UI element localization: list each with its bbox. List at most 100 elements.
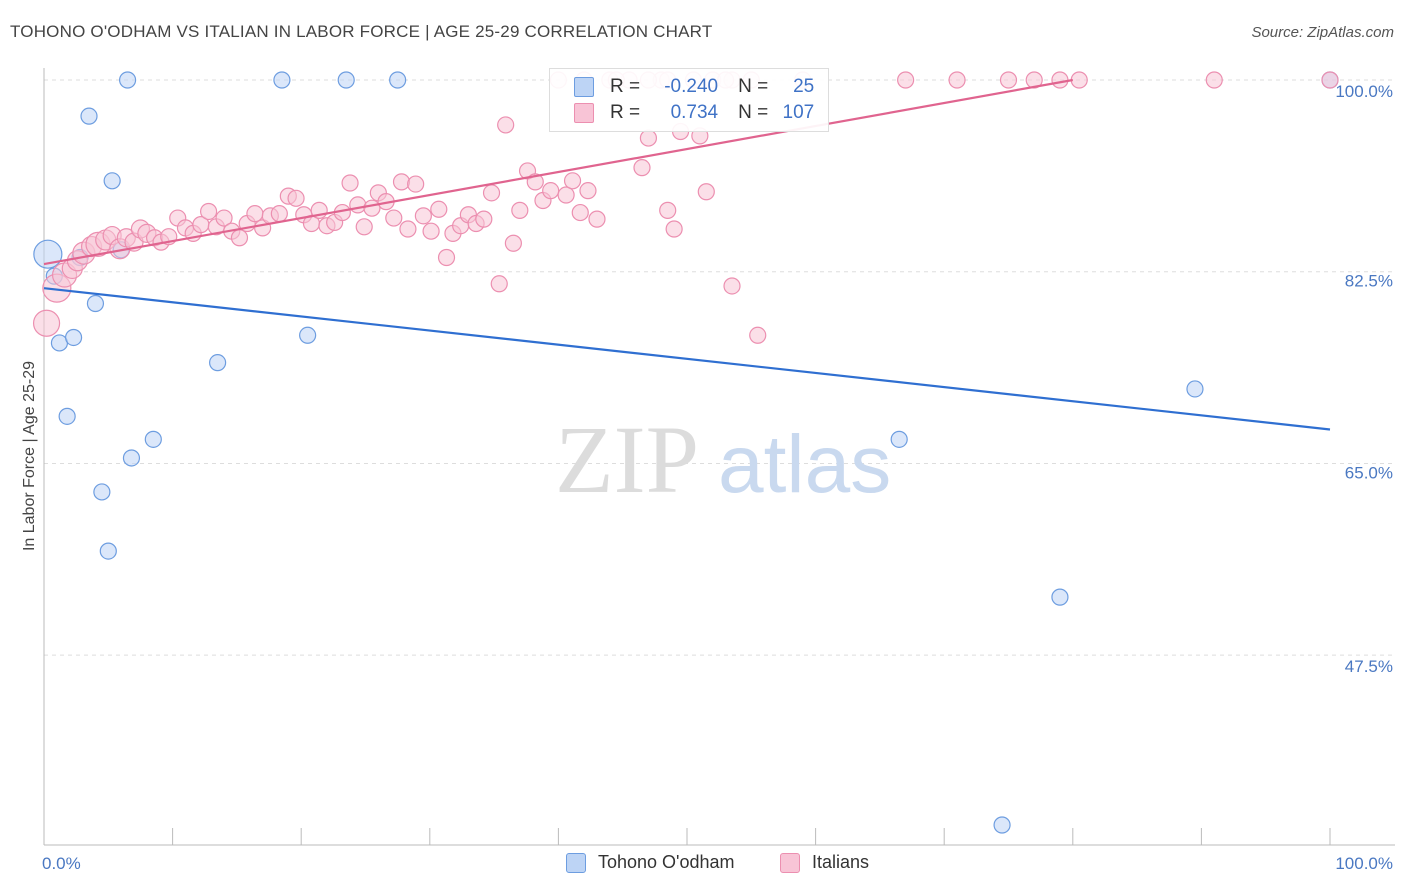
point-italians xyxy=(542,182,560,200)
points-layer xyxy=(32,71,1339,834)
y-tick-label: 82.5% xyxy=(1345,272,1393,291)
grid-lines xyxy=(44,79,1395,656)
point-italians xyxy=(482,184,501,202)
point-italians xyxy=(287,189,305,207)
point-italians xyxy=(697,183,715,201)
legend-n-label: N = xyxy=(738,102,769,123)
point-tohono xyxy=(273,71,291,89)
point-italians xyxy=(1070,71,1088,89)
point-italians xyxy=(1321,71,1339,89)
chart-title: TOHONO O'ODHAM VS ITALIAN IN LABOR FORCE… xyxy=(10,22,713,41)
point-italians xyxy=(341,174,359,192)
point-italians xyxy=(511,201,529,219)
point-italians xyxy=(948,71,966,89)
legend-n-label: N = xyxy=(738,76,769,97)
point-tohono xyxy=(890,430,908,448)
point-tohono xyxy=(1186,380,1204,398)
y-tick-label: 47.5% xyxy=(1345,657,1393,676)
point-italians xyxy=(897,71,915,89)
legend-n-value: 25 xyxy=(793,76,815,97)
legend-r-label: R = xyxy=(610,76,641,97)
point-italians xyxy=(665,220,683,238)
point-italians xyxy=(588,210,606,228)
x-tick-label: 100.0% xyxy=(1335,854,1393,873)
point-italians xyxy=(363,199,381,217)
watermark: ZIP atlas xyxy=(555,406,891,513)
point-tohono xyxy=(122,449,141,467)
legend-swatch-tohono xyxy=(574,77,594,97)
point-italians xyxy=(504,234,522,252)
point-tohono xyxy=(103,172,121,190)
legend-label-tohono: Tohono O'odham xyxy=(598,852,735,872)
legend-r-value: -0.240 xyxy=(664,76,719,97)
point-italians xyxy=(407,175,425,193)
legend-item-tohono[interactable]: Tohono O'odham xyxy=(566,852,735,873)
point-tohono xyxy=(99,542,117,560)
point-italians xyxy=(633,159,651,177)
point-tohono xyxy=(58,407,76,425)
point-italians xyxy=(659,201,677,219)
point-tohono xyxy=(80,107,98,125)
point-italians xyxy=(246,205,264,223)
point-italians xyxy=(571,203,589,222)
source-label: Source: ZipAtlas.com xyxy=(1251,24,1394,41)
point-tohono xyxy=(64,328,83,347)
watermark-atlas: atlas xyxy=(718,419,891,510)
point-italians xyxy=(639,129,658,147)
point-italians xyxy=(490,275,508,293)
legend-swatch-italians xyxy=(780,852,800,873)
trend-layer xyxy=(43,78,1331,431)
point-italians xyxy=(32,309,61,337)
legend-row-italians: R = 0.734 N = 107 xyxy=(574,100,814,126)
point-italians xyxy=(230,229,249,247)
point-italians xyxy=(355,218,373,236)
trend-line-tohono xyxy=(43,287,1331,431)
point-italians xyxy=(422,222,440,240)
series-legend: Tohono O'odham Italians xyxy=(0,852,1406,878)
point-italians xyxy=(579,182,597,200)
trend-line-italians xyxy=(43,78,1073,266)
point-italians xyxy=(437,248,456,267)
point-italians xyxy=(1205,71,1223,89)
legend-row-tohono: R = -0.240 N = 25 xyxy=(574,74,814,100)
point-italians xyxy=(557,186,575,204)
point-italians xyxy=(475,210,493,228)
stats-legend: R = -0.240 N = 25 R = 0.734 N = 107 xyxy=(549,68,829,132)
watermark-zip: ZIP xyxy=(555,406,699,513)
point-tohono xyxy=(389,71,407,89)
point-italians xyxy=(215,209,233,227)
point-tohono xyxy=(93,483,111,501)
point-italians xyxy=(200,202,218,221)
point-tohono xyxy=(86,294,105,313)
point-italians xyxy=(497,116,515,134)
point-italians xyxy=(414,207,432,225)
tick-labels: 100.0% 82.5% 65.0% 47.5% 0.0% 100.0% xyxy=(42,82,1393,873)
legend-n-value: 107 xyxy=(782,102,815,123)
legend-swatch-italians xyxy=(574,103,594,123)
point-italians xyxy=(385,209,403,227)
point-italians xyxy=(399,220,417,238)
point-tohono xyxy=(299,326,317,344)
y-tick-label: 100.0% xyxy=(1335,82,1393,101)
legend-label-italians: Italians xyxy=(812,852,870,872)
point-italians xyxy=(349,196,367,214)
point-italians xyxy=(723,277,741,295)
point-tohono xyxy=(118,71,137,89)
point-italians xyxy=(563,172,582,190)
legend-swatch-tohono xyxy=(566,852,586,873)
legend-r-value: 0.734 xyxy=(670,102,719,123)
point-italians xyxy=(999,71,1018,89)
legend-r-label: R = xyxy=(610,102,641,123)
point-tohono xyxy=(144,430,162,448)
point-italians xyxy=(1051,71,1069,89)
point-tohono xyxy=(993,816,1011,834)
legend-item-italians[interactable]: Italians xyxy=(780,852,869,873)
point-italians xyxy=(392,173,411,191)
point-italians xyxy=(430,200,448,218)
y-tick-label: 65.0% xyxy=(1345,463,1393,482)
axes xyxy=(43,68,1395,846)
point-tohono xyxy=(337,71,355,89)
point-italians xyxy=(270,205,288,223)
point-tohono xyxy=(1051,588,1069,606)
